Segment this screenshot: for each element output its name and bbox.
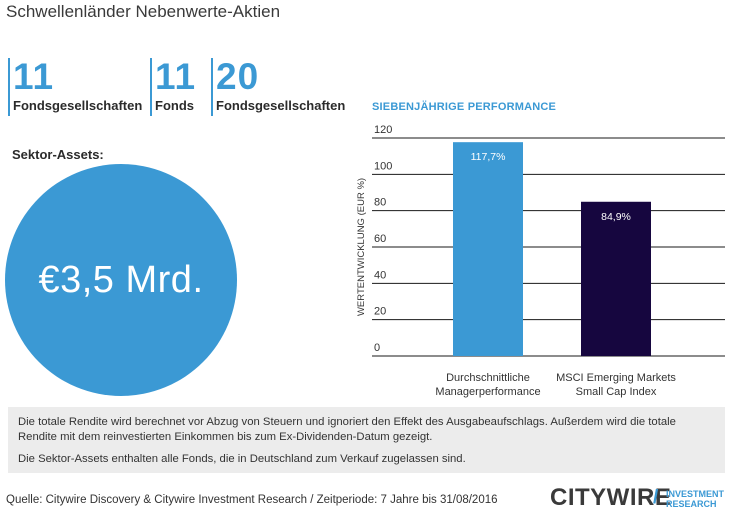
sektor-assets-label: Sektor-Assets: — [12, 147, 104, 162]
source-text: Quelle: Citywire Discovery & Citywire In… — [6, 494, 498, 506]
logo-slash: / — [653, 487, 659, 508]
y-tick-label: 80 — [374, 197, 386, 209]
stat-value: 11 — [13, 56, 55, 97]
page-title: Schwellenländer Nebenwerte-Aktien — [6, 2, 281, 21]
logo-subtitle: INVESTMENT RESEARCH — [666, 489, 724, 509]
bar-data-label: 84,9% — [601, 211, 631, 223]
stat-fondsgesellschaften-2: 20 Fondsgesellschaften — [211, 58, 345, 116]
y-tick-label: 60 — [374, 233, 386, 245]
y-tick-label: 0 — [374, 342, 380, 354]
stat-fonds: 11 Fonds — [150, 58, 196, 116]
stat-value: 11 — [155, 56, 197, 97]
bar-data-label: 117,7% — [471, 151, 506, 163]
stat-label: Fonds — [155, 98, 194, 113]
x-category-label: Small Cap Index — [576, 386, 657, 398]
stat-value: 20 — [216, 56, 260, 97]
bar-1 — [453, 142, 523, 356]
note-total-return: Die totale Rendite wird berechnet vor Ab… — [18, 416, 676, 443]
stat-label: Fondsgesellschaften — [13, 98, 143, 113]
bar-2 — [581, 201, 651, 356]
x-category-label: Managerperformance — [435, 386, 540, 398]
citywire-logo: CITYWIRE / INVESTMENT RESEARCH — [550, 484, 728, 514]
stat-label: Fondsgesellschaften — [216, 98, 346, 113]
logo-sub-line1: INVESTMENT — [666, 489, 725, 499]
sektor-assets-value: €3,5 Mrd. — [38, 258, 204, 301]
logo-sub-line2: RESEARCH — [666, 499, 717, 509]
performance-title: SIEBENJÄHRIGE PERFORMANCE — [372, 101, 557, 113]
x-category-label: MSCI Emerging Markets — [556, 372, 676, 384]
y-tick-label: 20 — [374, 306, 386, 318]
stat-fondsgesellschaften: 11 Fondsgesellschaften — [8, 58, 142, 116]
y-tick-label: 40 — [374, 269, 386, 281]
performance-chart: WERTENTWICKLUNG (EUR %) 0 20 40 60 80 100 120 11… — [356, 124, 725, 398]
logo-wordmark: CITYWIRE — [550, 484, 672, 511]
x-category-label: Durchschnittliche — [446, 372, 530, 384]
y-tick-label: 120 — [374, 124, 392, 136]
notes-box: Die totale Rendite wird berechnet vor Ab… — [8, 407, 725, 473]
note-sector-assets: Die Sektor-Assets enthalten alle Fonds, … — [18, 453, 466, 465]
y-tick-label: 100 — [374, 160, 392, 172]
sektor-assets-circle: €3,5 Mrd. — [5, 164, 237, 396]
y-axis-label: WERTENTWICKLUNG (EUR %) — [356, 178, 367, 316]
